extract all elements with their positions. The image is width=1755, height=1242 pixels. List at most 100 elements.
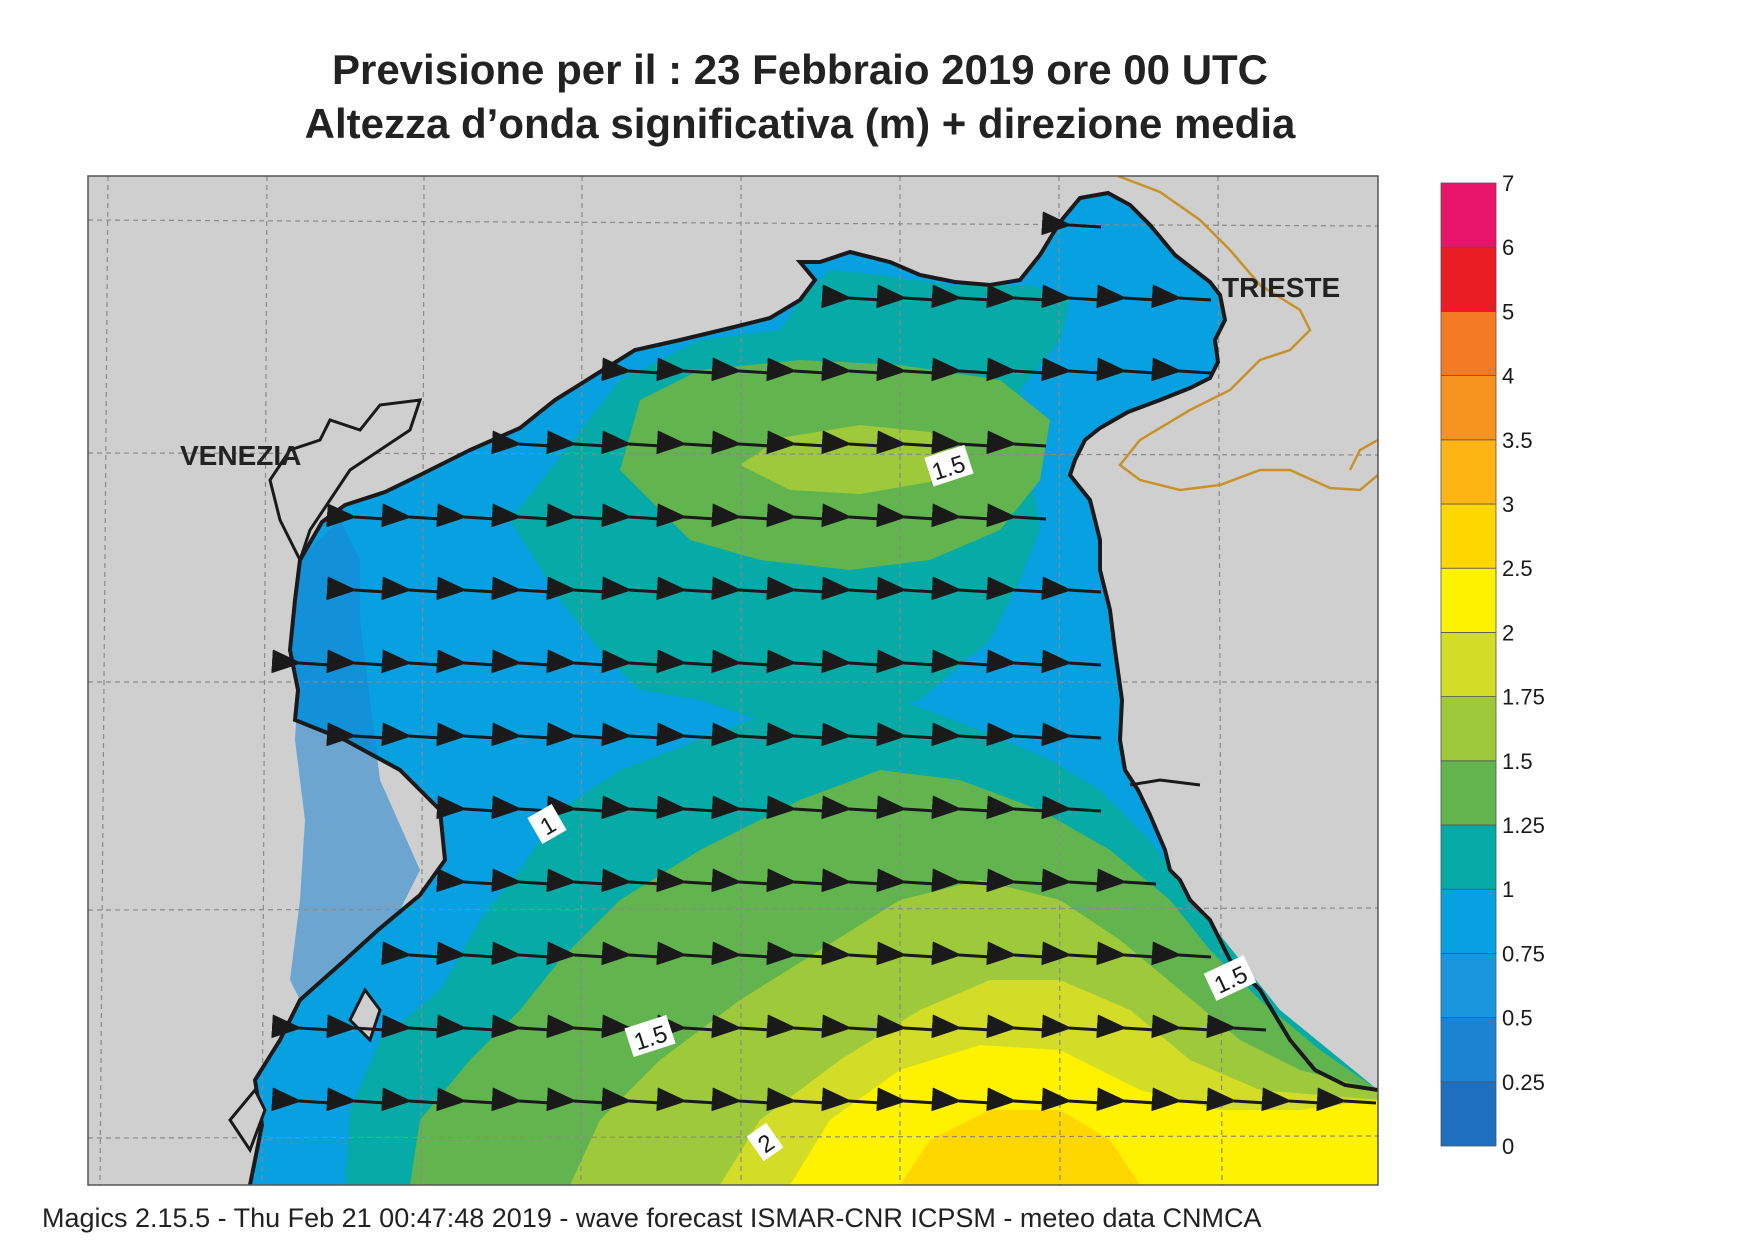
wave-arrow xyxy=(766,795,827,820)
wave-arrow xyxy=(601,357,662,382)
wave-arrow xyxy=(601,868,662,893)
legend-tick-label: 1.5 xyxy=(1502,749,1533,774)
wave-arrow xyxy=(656,503,717,528)
wave-arrow xyxy=(876,1087,937,1112)
wave-arrow xyxy=(491,1014,552,1039)
wave-arrow xyxy=(1041,576,1102,601)
wave-arrow xyxy=(491,576,552,601)
istria-coast xyxy=(1129,778,1201,787)
wave-arrow xyxy=(766,722,827,747)
wave-arrow xyxy=(436,795,497,820)
wave-arrow xyxy=(821,430,882,455)
legend-tick-label: 0 xyxy=(1502,1134,1514,1159)
wave-arrow xyxy=(986,1087,1047,1112)
legend-tick-label: 0.25 xyxy=(1502,1070,1545,1095)
legend-swatch xyxy=(1440,824,1497,890)
wave-arrow xyxy=(1041,868,1102,893)
wave-arrow xyxy=(821,941,882,966)
wave-arrow xyxy=(381,941,442,966)
wave-arrow xyxy=(931,649,992,674)
wave-arrow xyxy=(931,941,992,966)
legend-tick-label: 3 xyxy=(1502,492,1514,517)
wave-arrow xyxy=(711,430,772,455)
wave-arrow xyxy=(1096,941,1157,966)
coastline xyxy=(248,190,1378,1185)
legend-swatch xyxy=(1440,182,1497,248)
wave-arrow xyxy=(711,722,772,747)
wave-arrow xyxy=(986,941,1047,966)
wave-arrow xyxy=(931,430,992,455)
wave-arrow xyxy=(766,941,827,966)
wave-arrow xyxy=(1041,357,1102,382)
wave-arrow xyxy=(821,503,882,528)
legend-tick-label: 2 xyxy=(1502,620,1514,645)
wave-arrow xyxy=(711,357,772,382)
wave-arrow xyxy=(766,503,827,528)
wave-arrow xyxy=(381,1014,442,1039)
wave-arrow xyxy=(491,649,552,674)
wave-arrow xyxy=(876,357,937,382)
wave-arrow xyxy=(436,941,497,966)
wave-arrow xyxy=(876,941,937,966)
wave-arrow xyxy=(601,430,662,455)
wave-arrow xyxy=(601,941,662,966)
wave-arrow xyxy=(1041,795,1102,820)
wave-arrow xyxy=(491,722,552,747)
wave-arrow xyxy=(1316,1087,1377,1112)
wave-arrow xyxy=(601,503,662,528)
wave-arrow xyxy=(931,868,992,893)
wave-arrow xyxy=(711,1087,772,1112)
wave-arrow xyxy=(546,868,607,893)
wave-arrow xyxy=(271,649,332,674)
low-wave-zone xyxy=(290,520,420,1000)
legend-tick-label: 1.75 xyxy=(1502,685,1545,710)
wave-arrow xyxy=(1041,722,1102,747)
wave-arrow xyxy=(436,1087,497,1112)
wave-arrow xyxy=(986,576,1047,601)
wave-arrow xyxy=(1151,1014,1212,1039)
wave-arrow xyxy=(821,722,882,747)
legend-swatch xyxy=(1440,760,1497,826)
wave-arrow xyxy=(986,868,1047,893)
wave-direction-arrows xyxy=(271,211,1377,1112)
legend-swatch xyxy=(1440,375,1497,441)
legend-swatch xyxy=(1440,310,1497,376)
legend-swatch xyxy=(1440,567,1497,633)
wave-arrow xyxy=(1206,1087,1267,1112)
wave-arrow xyxy=(326,722,387,747)
wave-arrow xyxy=(656,795,717,820)
wave-arrow xyxy=(766,868,827,893)
wave-arrow xyxy=(656,649,717,674)
legend-swatch xyxy=(1440,888,1497,954)
wave-arrow xyxy=(1096,357,1157,382)
wave-arrow xyxy=(876,576,937,601)
wave-arrow xyxy=(491,1087,552,1112)
wave-arrow xyxy=(1151,284,1212,309)
legend-swatch xyxy=(1440,632,1497,698)
wave-arrow xyxy=(1041,649,1102,674)
wave-arrow xyxy=(601,1087,662,1112)
wave-arrow xyxy=(931,357,992,382)
wave-arrow xyxy=(546,649,607,674)
map-title: Previsione per il : 23 Febbraio 2019 ore… xyxy=(331,46,1269,93)
map-area: 1.5 1 1.5 1.5 2 xyxy=(88,176,1378,1185)
wave-arrow xyxy=(711,941,772,966)
contour-label-1: 1.5 xyxy=(924,444,974,487)
wave-arrow xyxy=(876,795,937,820)
wave-arrow xyxy=(931,503,992,528)
wave-arrow xyxy=(1096,284,1157,309)
border-line-2 xyxy=(1348,438,1378,471)
wave-arrow xyxy=(711,503,772,528)
wave-arrow xyxy=(326,1087,387,1112)
wave-arrow xyxy=(821,576,882,601)
wave-arrow xyxy=(436,722,497,747)
wave-arrow xyxy=(546,430,607,455)
legend-swatch xyxy=(1440,953,1497,1019)
wave-arrow xyxy=(381,722,442,747)
wave-arrow xyxy=(601,649,662,674)
wave-arrow xyxy=(931,1087,992,1112)
legend-swatch xyxy=(1440,246,1497,312)
venice-lagoon xyxy=(268,398,423,564)
wave-arrow xyxy=(656,430,717,455)
